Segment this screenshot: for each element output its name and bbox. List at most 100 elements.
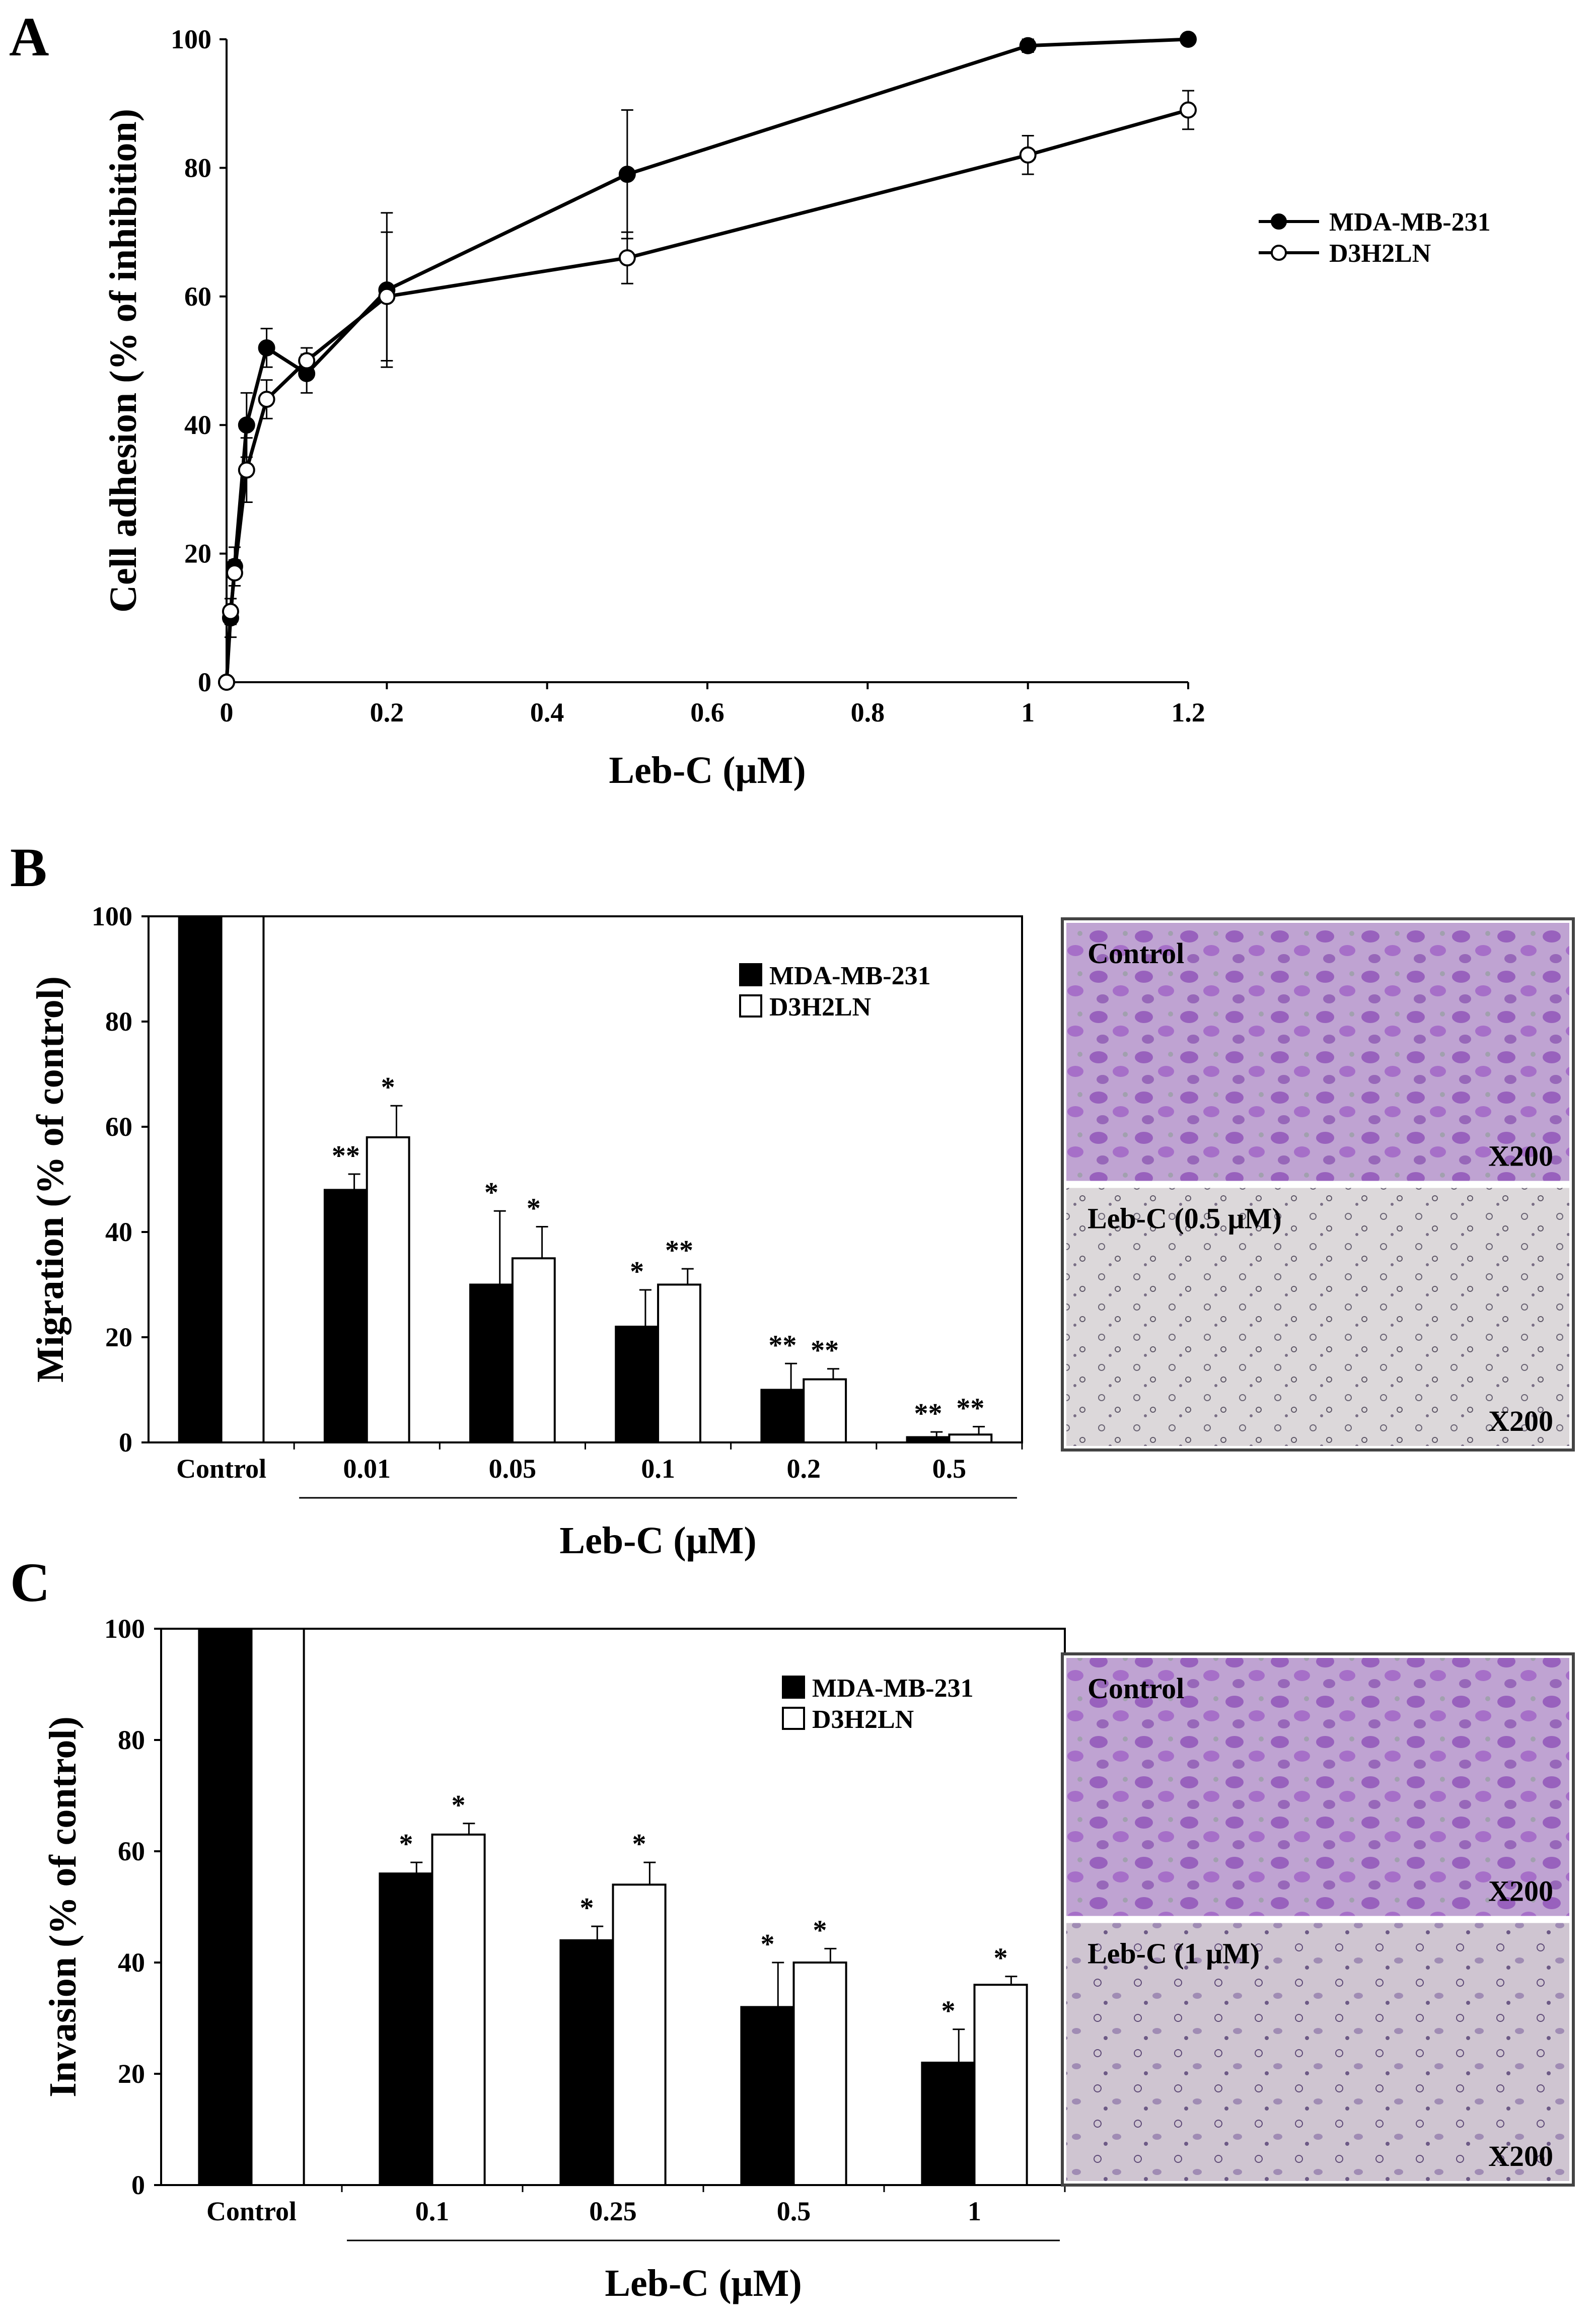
significance-mark: * [813,1915,827,1946]
panel-letter-b: B [10,837,47,898]
significance-mark: * [579,1893,594,1924]
bar-MDA-MB-231 [906,1436,951,1444]
panel-letter-a: A [9,6,49,67]
micrograph-image [1066,1923,1569,2181]
legend-swatch [782,1676,805,1699]
legend-entry: D3H2LN [812,1705,914,1734]
legend-entry: MDA-MB-231 [1329,208,1491,237]
y-tick-label: 60 [118,1836,145,1866]
category-label: 0.01 [343,1454,391,1484]
x-tick-label: 0.2 [370,697,404,728]
y-tick-label: 60 [105,1112,132,1142]
significance-mark: * [632,1829,646,1860]
magnification-label: X200 [1488,1405,1553,1437]
magnification-label: X200 [1488,1875,1553,1908]
plot-frame [148,915,1023,1443]
micrograph-label: Control [1087,1672,1184,1705]
legend-marker [1271,245,1287,261]
y-axis-title: Cell adhesion (% of inhibition) [102,109,144,613]
y-tick-label: 100 [104,1614,145,1644]
category-label: 0.5 [777,2196,811,2226]
micrograph-image [1066,923,1569,1181]
micrograph-image [1066,1188,1569,1446]
y-tick-label: 40 [105,1217,132,1247]
significance-mark: * [484,1177,498,1208]
category-label: Control [176,1454,266,1484]
x-axis-title: Leb-C (μM) [559,1519,756,1562]
significance-mark: * [994,1943,1008,1974]
bar-MDA-MB-231 [559,1939,614,2187]
y-tick-label: 80 [184,153,211,183]
y-tick-label: 0 [198,667,211,697]
significance-mark: * [381,1072,395,1103]
bar-D3H2LN [948,1433,993,1443]
y-tick-label: 0 [131,2170,145,2200]
category-label: 0.2 [787,1454,821,1484]
magnification-label: X200 [1488,1140,1553,1173]
panel-b-micrographs: Control X200 Leb-C (0.5 μM) X200 [1061,917,1575,1452]
data-point [618,249,636,267]
bar-MDA-MB-231 [760,1389,805,1443]
micrograph-label: Leb-C (1 μM) [1087,1937,1260,1970]
significance-mark: ** [332,1140,360,1172]
y-tick-label: 40 [118,1947,145,1978]
data-point [1019,37,1037,54]
data-point [618,166,636,183]
x-axis-title: Leb-C (μM) [605,2262,802,2304]
panel-letter-c: C [10,1552,50,1613]
y-tick-label: 60 [184,281,211,312]
bar-MDA-MB-231 [323,1189,368,1443]
bar-MDA-MB-231 [198,1628,253,2186]
bar-MDA-MB-231 [615,1326,660,1444]
micrograph-label: Leb-C (0.5 μM) [1087,1202,1282,1235]
significance-mark: ** [956,1393,984,1424]
y-tick-label: 80 [105,1006,132,1037]
significance-mark: ** [665,1235,693,1266]
significance-mark: ** [914,1398,942,1429]
legend-entry: D3H2LN [1329,239,1431,268]
panel-c-invasion-bar-chart: C 0 20 40 60 80 100 Control 0.1 * * 0.25 * * 0.5 * * 1 * * L… [10,1552,1066,2304]
x-tick-label: 1 [1021,697,1035,728]
legend-swatch [739,963,762,986]
x-tick-label: 0 [220,697,234,728]
data-point [238,416,255,434]
x-tick-label: 0.6 [690,697,724,728]
bar-MDA-MB-231 [740,2006,795,2186]
bar-D3H2LN [511,1257,556,1443]
y-tick-label: 20 [184,539,211,569]
significance-mark: ** [768,1330,796,1361]
legend-marker [1271,213,1287,230]
magnification-label: X200 [1488,2140,1553,2172]
significance-mark: * [630,1256,644,1287]
x-axis-title: Leb-C (μM) [609,749,806,791]
y-axis-title: Invasion (% of control) [42,1716,84,2097]
bar-D3H2LN [431,1833,486,2187]
data-point [1180,101,1197,119]
data-point [258,339,275,356]
bar-D3H2LN [973,1984,1028,2186]
y-tick-label: 100 [92,901,132,931]
micrograph-label: Control [1087,937,1184,970]
data-point [238,461,255,479]
legend-entry: MDA-MB-231 [812,1674,974,1703]
bar-D3H2LN [803,1378,847,1444]
panel-c-micrographs: Control X200 Leb-C (1 μM) X200 [1061,1652,1575,2187]
category-label: Control [206,2196,297,2226]
bar-MDA-MB-231 [379,1872,433,2186]
data-point [378,287,396,305]
legend-swatch [782,1707,805,1730]
significance-mark: ** [811,1335,839,1366]
y-axis-title: Migration (% of control) [29,976,71,1383]
x-tick-label: 0.4 [530,697,564,728]
bar-D3H2LN [792,1962,847,2186]
y-tick-label: 40 [184,410,211,440]
data-point [226,564,243,582]
significance-mark: * [941,1996,955,2027]
x-tick-label: 0.8 [851,697,885,728]
data-point [1180,31,1197,48]
significance-mark: * [760,1929,774,1960]
bar-D3H2LN [366,1136,410,1443]
y-tick-label: 20 [118,2059,145,2089]
